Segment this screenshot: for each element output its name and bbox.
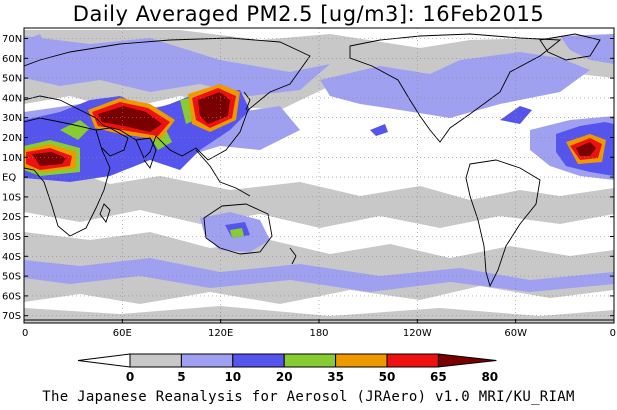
colorbar-label: 35	[327, 370, 344, 384]
pm25-band-blue	[500, 106, 532, 124]
latitude-labels: 70N 60N 50N 40N 30N 20N 10N EQ 10S 20S 30S 40S 50S 60…	[2, 34, 22, 322]
pm25-map: 70N 60N 50N 40N 30N 20N 10N EQ 10S 20S 30S 40S 50S 60…	[2, 27, 616, 339]
lon-label: 120W	[403, 328, 432, 339]
coastline-africa	[24, 117, 111, 237]
lon-label: 180	[309, 328, 328, 339]
pm25-band-lightblue	[560, 34, 614, 64]
colorbar-label: 20	[276, 370, 293, 384]
colorbar-label: 0	[126, 370, 134, 384]
pm25-band-darkred	[32, 152, 66, 166]
concentration-field	[24, 28, 614, 323]
coastline-india	[135, 137, 157, 169]
lat-label: 10S	[2, 192, 21, 203]
coastline-eurasia	[24, 37, 311, 161]
pm25-band-blue	[370, 124, 388, 136]
footer-credit: The Japanese Reanalysis for Aerosol (JRA…	[42, 389, 575, 405]
coastline-arabia	[95, 127, 129, 157]
pm25-band-lightblue	[24, 34, 48, 60]
coastline-japan	[243, 91, 251, 111]
pm25-band-darkred	[576, 142, 596, 156]
lat-label: 40S	[2, 252, 21, 263]
lat-label: EQ	[2, 173, 16, 184]
lat-label: 40N	[2, 93, 22, 104]
pm25-band-gray	[24, 306, 614, 323]
lon-label: 60W	[504, 328, 527, 339]
colorbar-box	[386, 353, 439, 368]
colorbar-label: 80	[481, 370, 498, 384]
lat-label: 70N	[2, 34, 22, 45]
pm25-band-darkred	[98, 106, 162, 132]
colorbar-right-arrow	[437, 353, 497, 368]
colorbar-box	[129, 353, 182, 368]
lat-label: 50S	[2, 272, 21, 283]
pm25-band-lightblue	[24, 36, 330, 96]
lat-label: 30S	[2, 232, 21, 243]
map-title: Daily Averaged PM2.5 [ug/m3]: 16Feb2015	[72, 2, 545, 26]
pm25-band-darkred	[198, 92, 230, 124]
colorbar-label: 5	[177, 370, 185, 384]
colorbar-boxes	[77, 353, 497, 368]
colorbar-left-arrow	[77, 353, 131, 368]
lat-label: 30N	[2, 113, 22, 124]
pm25-band-lightblue	[24, 258, 614, 292]
lat-label: 10N	[2, 153, 22, 164]
pm25-band-gray	[24, 170, 614, 228]
coastline-north-america	[349, 33, 562, 143]
colorbar-box	[283, 353, 337, 368]
coastline-madagascar	[99, 203, 111, 223]
colorbar-labels: 0 5 10 20 35 50 65 80	[126, 370, 498, 384]
colorbar-box	[232, 353, 285, 368]
lat-label: 50N	[2, 74, 22, 85]
coastline-australia	[203, 203, 273, 255]
coastline-southeast-asia	[195, 149, 251, 197]
colorbar-box	[335, 353, 388, 368]
pm25-band-green	[230, 228, 244, 238]
lon-label: 0	[22, 328, 28, 339]
pm25-band-lightblue	[320, 52, 590, 118]
colorbar-label: 65	[430, 370, 447, 384]
lat-label: 60S	[2, 291, 21, 302]
lon-label: 60E	[113, 328, 132, 339]
lat-label: 70S	[2, 311, 21, 322]
longitude-labels: 0 60E 120E 180 120W 60W 0	[22, 328, 616, 339]
lat-label: 20N	[2, 133, 22, 144]
pm25-band-green	[60, 120, 90, 140]
colorbar-label: 10	[224, 370, 241, 384]
coastline-greenland	[539, 33, 601, 61]
lon-label: 120E	[208, 328, 233, 339]
axis-ticks	[23, 38, 615, 323]
colorbar-label: 50	[379, 370, 396, 384]
lat-label: 20S	[2, 212, 21, 223]
lat-label: 60N	[2, 54, 22, 65]
coastline-south-america	[465, 159, 541, 288]
colorbar-box	[180, 353, 234, 368]
lon-label: 0	[610, 328, 616, 339]
